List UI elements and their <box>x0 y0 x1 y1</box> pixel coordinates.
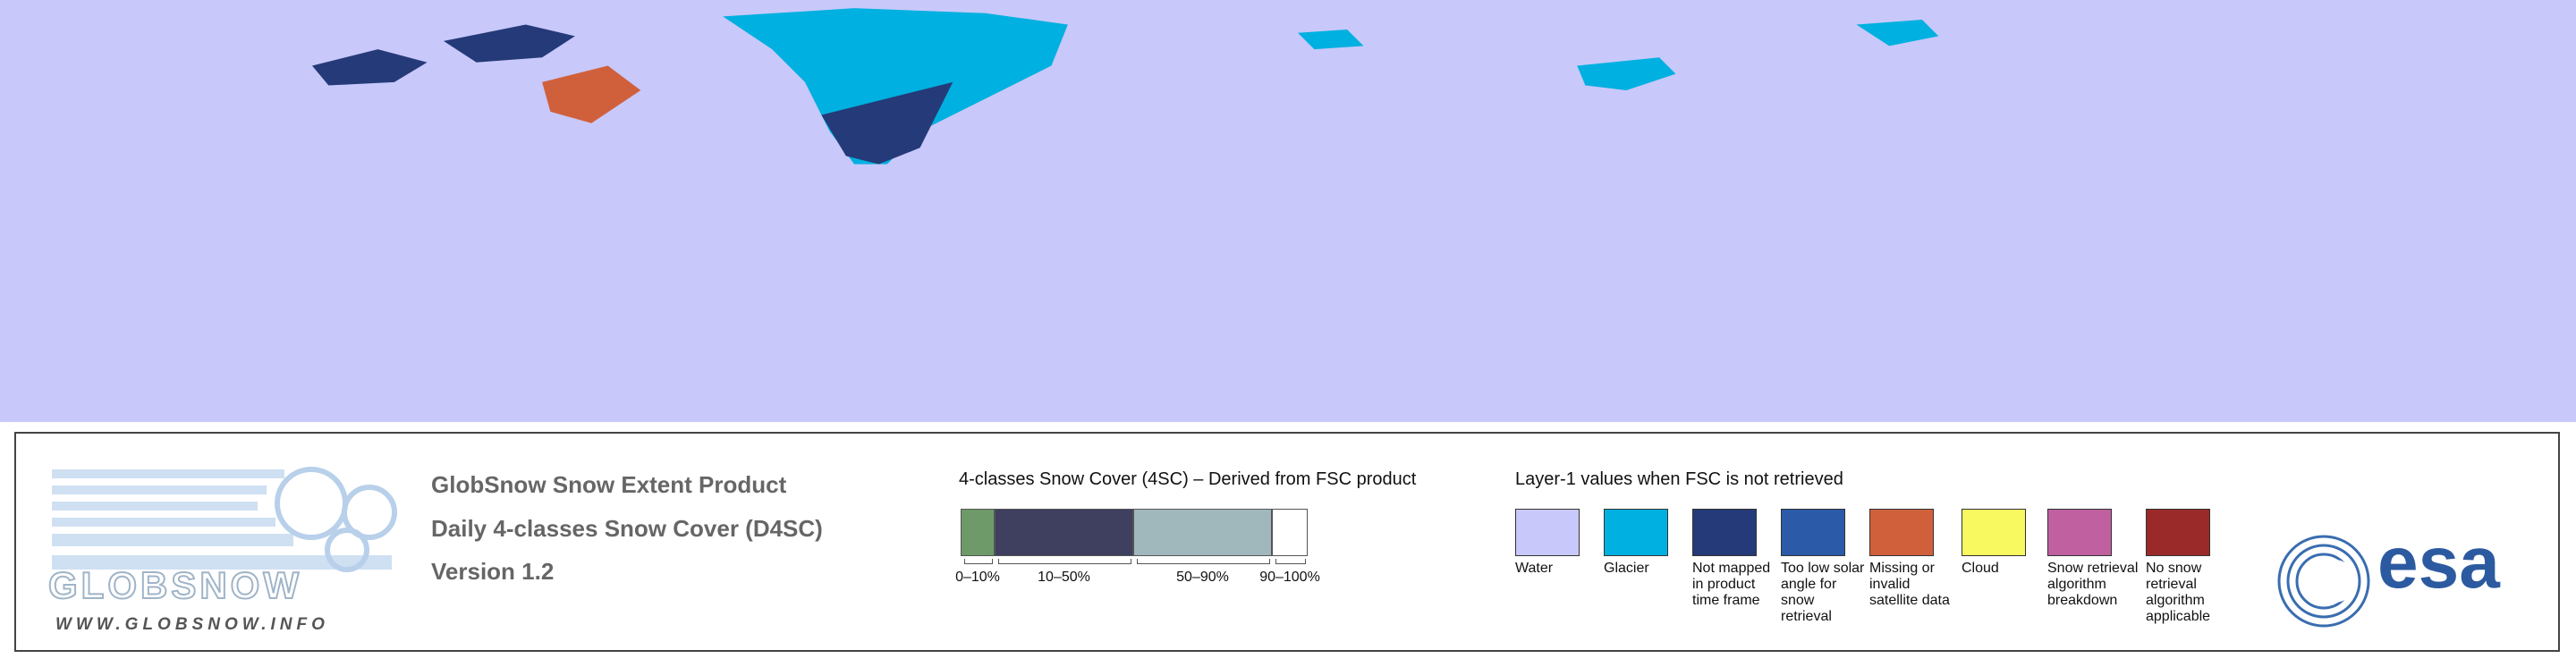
product-title: GlobSnow Snow Extent Product <box>431 471 787 498</box>
layer1-swatch <box>1781 509 1845 556</box>
layer1-swatch <box>2047 509 2112 556</box>
snow-class-label: 90–100% <box>1259 570 1320 585</box>
product-subtitle: Daily 4-classes Snow Cover (D4SC) <box>431 515 823 542</box>
layer1-swatch <box>1869 509 1934 556</box>
layer1-swatch <box>1515 509 1580 556</box>
logo-url: WWW.GLOBSNOW.INFO <box>55 615 329 634</box>
logo-graphic <box>52 467 397 572</box>
layer1-label: Not mapped in product time frame <box>1692 561 1771 608</box>
layer1-swatch <box>1604 509 1668 556</box>
bracket <box>964 559 993 564</box>
snow-class-swatch <box>961 509 995 556</box>
layer1-label: Missing or invalid satellite data <box>1869 561 1950 608</box>
logo-name: GLOBSNOW <box>47 563 302 607</box>
agency-logo: esa <box>2377 522 2500 604</box>
product-version: Version 1.2 <box>431 558 555 585</box>
snow-class-swatch <box>1133 509 1272 556</box>
snow-cover-legend-title: 4-classes Snow Cover (4SC) – Derived fro… <box>959 469 1417 489</box>
layer1-swatch <box>1962 509 2026 556</box>
esa-emblem <box>2277 535 2370 628</box>
layer1-label: Glacier <box>1604 561 1649 576</box>
layer1-label: Water <box>1515 561 1554 576</box>
layer1-swatch <box>2146 509 2210 556</box>
snow-class-label: 10–50% <box>1038 570 1090 585</box>
bracket <box>1275 559 1306 564</box>
layer1-label: No snow retrieval algorithm applicable <box>2146 561 2211 624</box>
arctic-islands <box>311 8 1939 165</box>
snow-class-label: 0–10% <box>955 570 1000 585</box>
layer1-swatch <box>1692 509 1757 556</box>
snow-class-label: 50–90% <box>1176 570 1229 585</box>
layer1-label: Cloud <box>1962 561 1999 576</box>
bracket <box>1137 559 1270 564</box>
snow-class-swatch <box>995 509 1133 556</box>
layer1-label: Snow retrieval algorithm breakdown <box>2047 561 2139 608</box>
bracket <box>998 559 1131 564</box>
layer1-legend-title: Layer-1 values when FSC is not retrieved <box>1515 469 1843 489</box>
map <box>0 0 2576 422</box>
snow-class-swatch <box>1272 509 1308 556</box>
layer1-label: Too low solar angle for snow retrieval <box>1781 561 1865 624</box>
inland-water <box>435 200 1550 370</box>
legend-panel: GLOBSNOW WWW.GLOBSNOW.INFO GlobSnow Snow… <box>14 432 2560 652</box>
